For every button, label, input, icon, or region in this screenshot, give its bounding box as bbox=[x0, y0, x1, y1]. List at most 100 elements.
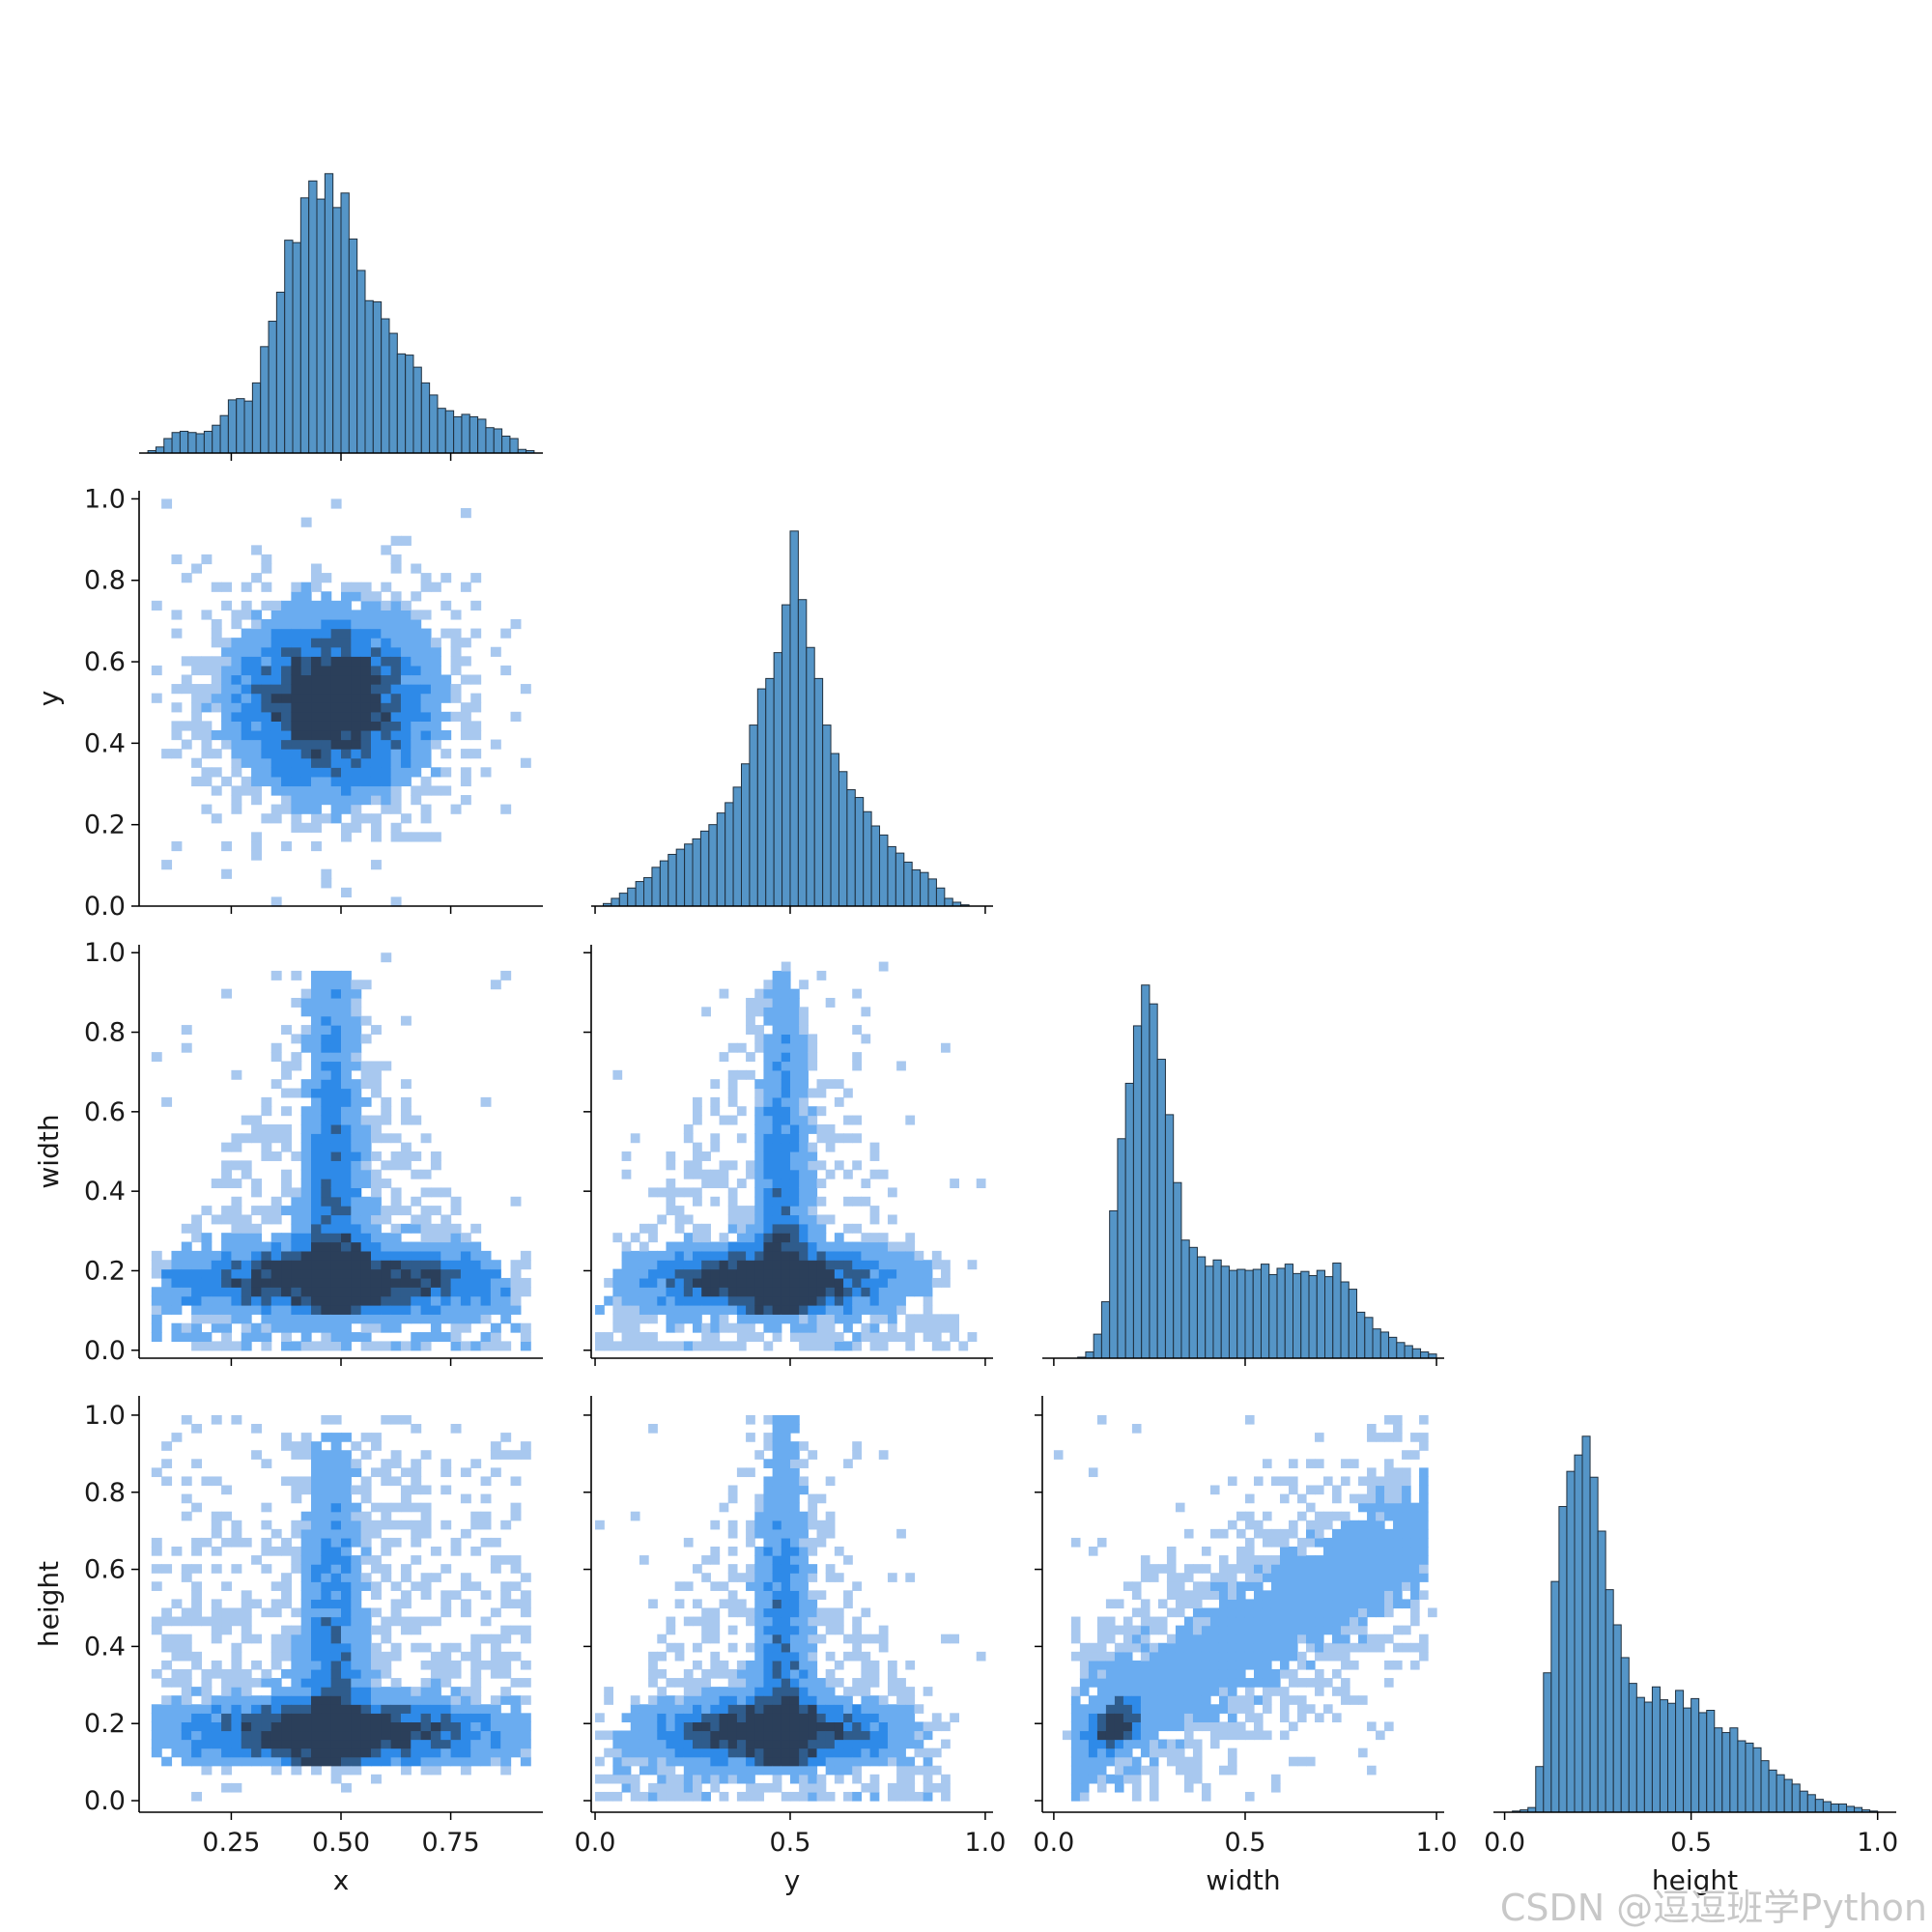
heat-cell bbox=[1079, 1730, 1090, 1741]
heat-cell bbox=[281, 1695, 292, 1705]
heat-cell bbox=[1306, 1485, 1316, 1495]
heat-cell bbox=[727, 1206, 738, 1216]
heat-cell bbox=[161, 1441, 173, 1451]
heat-cell bbox=[1218, 1607, 1229, 1618]
heat-cell bbox=[878, 1739, 889, 1749]
heat-cell bbox=[330, 1260, 342, 1270]
heat-cell bbox=[941, 1260, 951, 1270]
heat-cell bbox=[450, 610, 462, 620]
heat-cell bbox=[400, 711, 412, 722]
heat-cell bbox=[420, 1214, 432, 1225]
heat-cell bbox=[360, 1305, 372, 1315]
heat-cell bbox=[370, 776, 382, 787]
hist-bar-width-46 bbox=[1420, 1351, 1430, 1359]
heat-cell bbox=[1253, 1721, 1264, 1732]
heat-cell bbox=[834, 1730, 844, 1741]
heat-cell bbox=[241, 1747, 252, 1758]
heat-cell bbox=[450, 1287, 462, 1297]
heat-cell bbox=[683, 1581, 694, 1591]
heat-cell bbox=[291, 1739, 302, 1749]
heat-cell bbox=[727, 1088, 738, 1098]
heat-cell bbox=[799, 1115, 809, 1125]
heat-cell bbox=[674, 1250, 685, 1261]
heat-cell bbox=[311, 573, 322, 583]
heat-cell bbox=[754, 1616, 765, 1627]
heat-cell bbox=[1218, 1642, 1229, 1653]
heat-cell bbox=[201, 665, 213, 676]
heat-cell bbox=[1262, 1634, 1272, 1644]
heat-cell bbox=[1175, 1590, 1185, 1601]
heat-cell bbox=[604, 1332, 613, 1343]
heat-cell bbox=[430, 1721, 441, 1732]
heat-cell bbox=[251, 1287, 262, 1297]
heat-cell bbox=[693, 1314, 702, 1324]
heat-cell bbox=[251, 1695, 262, 1705]
heat-cell bbox=[341, 998, 352, 1008]
heat-cell bbox=[799, 1169, 809, 1179]
heat-cell bbox=[763, 1607, 774, 1618]
heat-cell bbox=[1402, 1555, 1411, 1565]
heat-cell bbox=[1332, 1485, 1342, 1495]
heat-cell bbox=[772, 1142, 782, 1152]
heat-cell bbox=[869, 1341, 880, 1351]
heat-cell bbox=[781, 1511, 791, 1521]
heat-cell bbox=[1166, 1642, 1177, 1653]
heat-cell bbox=[781, 1687, 791, 1696]
heat-cell bbox=[1297, 1564, 1307, 1574]
heat-cell bbox=[1253, 1695, 1264, 1705]
heat-cell bbox=[420, 665, 432, 676]
heat-cell bbox=[1315, 1433, 1324, 1442]
heat-cell bbox=[400, 684, 412, 695]
heat-cell bbox=[381, 656, 392, 667]
heat-cell bbox=[161, 860, 173, 870]
heat-cell bbox=[746, 1520, 755, 1530]
heat-cell bbox=[1070, 1687, 1081, 1696]
heat-cell bbox=[878, 1713, 889, 1722]
heat-cell bbox=[270, 1651, 282, 1662]
heat-cell bbox=[221, 1730, 233, 1741]
heat-cell bbox=[1393, 1476, 1403, 1487]
heat-cell bbox=[1140, 1642, 1151, 1653]
heat-cell bbox=[1315, 1651, 1324, 1662]
heat-cell bbox=[490, 1467, 501, 1478]
heat-cell bbox=[330, 1520, 342, 1530]
heat-cell bbox=[420, 656, 432, 667]
heat-cell bbox=[351, 1739, 362, 1749]
heat-cell bbox=[1227, 1651, 1237, 1662]
heat-cell bbox=[1244, 1625, 1255, 1635]
heat-cell bbox=[400, 1520, 412, 1530]
heat-cell bbox=[1419, 1564, 1429, 1574]
heat-cell bbox=[799, 1305, 809, 1315]
heat-cell bbox=[281, 665, 292, 676]
heat-cell bbox=[360, 1268, 372, 1279]
heat-cell bbox=[311, 1250, 322, 1261]
heat-cell bbox=[381, 1668, 392, 1679]
y-tick-label: 0.6 bbox=[84, 1097, 126, 1127]
heat-cell bbox=[719, 1250, 729, 1261]
heat-cell bbox=[754, 1782, 765, 1793]
heat-cell bbox=[231, 1295, 242, 1306]
heat-cell bbox=[520, 1277, 531, 1288]
heat-cell bbox=[1122, 1581, 1133, 1591]
heat-cell bbox=[381, 1341, 392, 1351]
heat-cell bbox=[390, 767, 402, 778]
heat-cell bbox=[1131, 1730, 1142, 1741]
heat-cell bbox=[270, 693, 282, 703]
heat-cell bbox=[843, 1747, 853, 1758]
heat-cell bbox=[834, 1250, 844, 1261]
heat-cell bbox=[381, 684, 392, 695]
heat-cell bbox=[710, 1341, 721, 1351]
heat-cell bbox=[420, 739, 432, 750]
heat-cell bbox=[300, 1034, 312, 1044]
heat-cell bbox=[211, 1295, 222, 1306]
heat-cell bbox=[411, 1713, 422, 1722]
heat-cell bbox=[381, 1747, 392, 1758]
heat-cell bbox=[520, 1747, 531, 1758]
heat-cell bbox=[905, 1115, 916, 1125]
heat-cell bbox=[500, 1590, 512, 1601]
hist-bar-width-21 bbox=[1220, 1265, 1230, 1359]
heat-cell bbox=[869, 1791, 880, 1802]
heat-cell bbox=[251, 618, 262, 630]
heat-cell bbox=[754, 1651, 765, 1662]
